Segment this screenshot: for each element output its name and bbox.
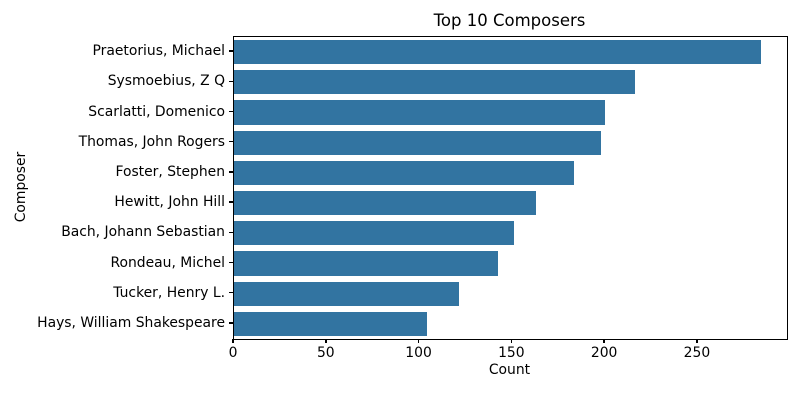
bar-5: [234, 160, 574, 185]
chart-title: Top 10 Composers: [433, 11, 586, 30]
x-tick-mark: [325, 339, 327, 343]
bar-6: [234, 191, 537, 216]
x-tick-mark: [417, 339, 420, 343]
bar-3: [234, 100, 606, 125]
y-tick-label: Hewitt, John Hill: [114, 194, 225, 211]
y-tick-mark: [229, 322, 233, 324]
y-tick-label: Foster, Stephen: [115, 163, 225, 180]
y-tick-mark: [229, 140, 233, 143]
bar-4: [234, 130, 602, 155]
x-tick-label: 150: [498, 345, 525, 361]
y-tick-label: Hays, William Shakespeare: [37, 314, 225, 331]
plot-area: [233, 36, 788, 340]
x-tick-label: 250: [683, 345, 711, 361]
y-tick-label: Praetorius, Michael: [92, 43, 226, 60]
y-tick-label: Scarlatti, Domenico: [88, 103, 225, 120]
y-tick-label: Bach, Johann Sebastian: [61, 224, 225, 241]
bar-9: [234, 281, 459, 306]
y-tick-label: Rondeau, Michel: [110, 254, 225, 271]
bar-8: [234, 251, 498, 276]
bar-10: [234, 311, 427, 336]
y-tick-mark: [229, 201, 233, 203]
x-tick-mark: [510, 339, 513, 343]
x-axis-label: Count: [488, 362, 531, 378]
y-tick-mark: [229, 231, 233, 234]
bar-2: [234, 70, 635, 95]
x-tick-mark: [603, 339, 605, 343]
y-tick-mark: [229, 171, 233, 173]
x-tick-label: 200: [590, 345, 618, 361]
x-tick-label: 50: [316, 345, 335, 361]
y-tick-label: Tucker, Henry L.: [113, 284, 225, 301]
x-tick-label: 100: [405, 345, 432, 361]
y-tick-label: Sysmoebius, Z Q: [107, 73, 225, 90]
x-tick-mark: [696, 339, 698, 343]
x-tick-label: 0: [228, 345, 238, 361]
y-tick-mark: [229, 50, 233, 52]
y-tick-mark: [229, 261, 233, 264]
y-tick-mark: [229, 80, 233, 83]
y-tick-mark: [229, 291, 233, 294]
bar-1: [234, 40, 762, 65]
y-tick-mark: [229, 110, 233, 113]
x-tick-mark: [232, 339, 234, 343]
bar-7: [234, 221, 515, 246]
y-tick-label: Thomas, John Rogers: [78, 133, 225, 150]
